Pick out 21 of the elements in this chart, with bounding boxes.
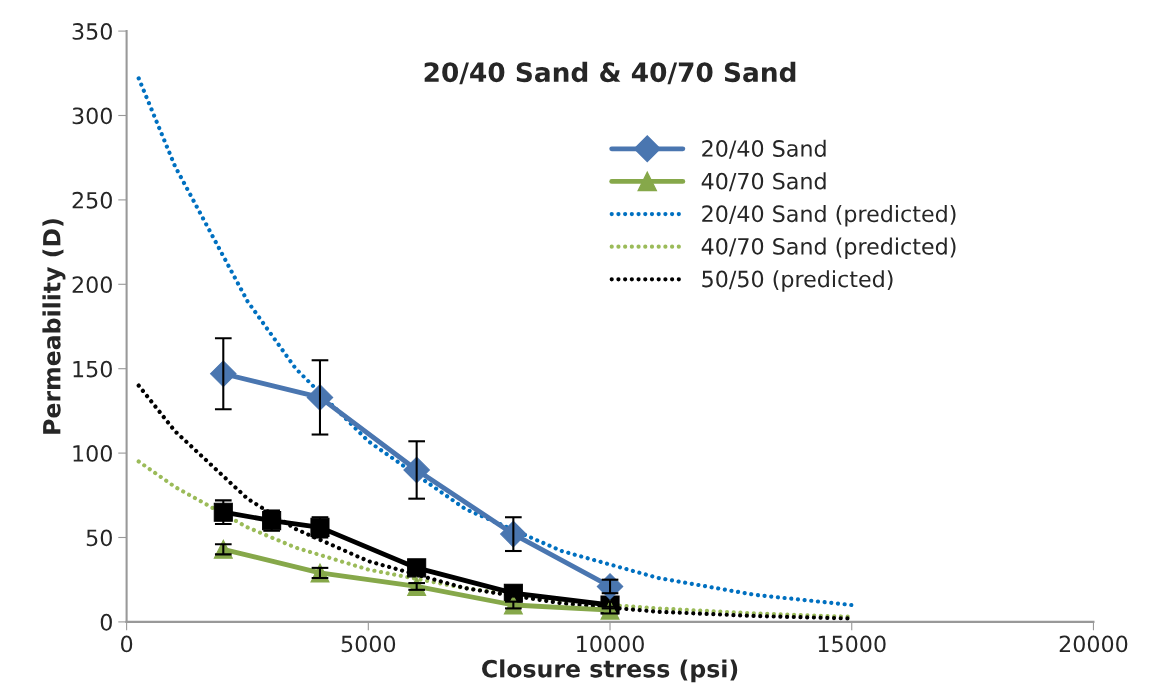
- legend-label: 40/70 Sand (predicted): [701, 237, 956, 260]
- y-tick-label: 50: [86, 529, 112, 547]
- y-tick-label: 300: [72, 107, 112, 125]
- x-tick-label: 0: [121, 635, 133, 653]
- y-tick-label: 200: [72, 276, 112, 294]
- x-tick-label: 20000: [1059, 635, 1128, 653]
- x-axis-title: Closure stress (psi): [482, 659, 738, 683]
- legend-label: 20/40 Sand (predicted): [702, 204, 956, 227]
- y-tick-label: 100: [73, 445, 112, 462]
- text: 20/40 Sand & 40/70 Sand: [424, 61, 796, 85]
- y-tick-label: 250: [72, 191, 112, 209]
- y-tick-label: 150: [73, 360, 112, 378]
- x-tick-label: 5000: [341, 635, 396, 653]
- y-tick-label: 350: [72, 23, 112, 40]
- legend-label: 50/50 (predicted): [702, 270, 893, 292]
- legend-label: 40/70 Sand: [701, 172, 826, 192]
- x-tick-label: 15000: [818, 635, 886, 653]
- x-tick-label: 10000: [577, 635, 644, 653]
- legend-label: 20/40 Sand: [702, 139, 826, 159]
- y-axis-title: Permeability (D): [42, 219, 66, 434]
- y-tick-label: 0: [100, 613, 112, 631]
